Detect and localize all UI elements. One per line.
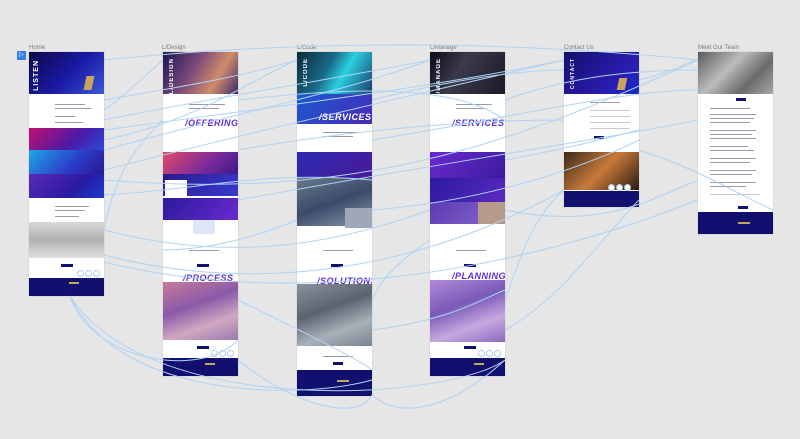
code-services-heading: /SERVICES [319, 112, 372, 122]
prototype-link [504, 199, 640, 331]
prototype-link [371, 239, 431, 301]
frame-label-manage[interactable]: L/Manage [430, 45, 457, 51]
home-footer [29, 278, 104, 296]
frame-label-team[interactable]: Meet Our Team [698, 45, 740, 51]
logo-mark-icon [83, 76, 95, 90]
artboard-home[interactable]: LISTEN [29, 52, 104, 296]
frame-label-contact[interactable]: Contact Us [564, 45, 594, 51]
home-cta-button[interactable] [61, 264, 73, 267]
frame-label-home[interactable]: Home [29, 45, 46, 51]
manage-hero-title: L/MANAGE [436, 58, 442, 98]
prototype-link [103, 59, 164, 111]
artboard-contact[interactable]: CONTACT [564, 52, 639, 207]
design-process-image [163, 282, 238, 340]
home-image-band [29, 222, 104, 258]
home-hero-title: LISTEN [33, 60, 40, 91]
manage-hero: L/MANAGE [430, 52, 505, 98]
artboard-design[interactable]: L/DESIGN /OFFERING /PROCESS [163, 52, 238, 376]
artboard-manage[interactable]: L/MANAGE /SERVICES /PLANNING [430, 52, 505, 376]
contact-hero-title: CONTACT [570, 58, 576, 90]
frame-label-code[interactable]: L/Code [297, 45, 317, 51]
artboard-team[interactable] [698, 52, 773, 234]
home-hero: LISTEN [29, 52, 104, 94]
design-hero-title: L/DESIGN [169, 58, 175, 95]
home-section-code [29, 150, 104, 174]
contact-submit-button[interactable] [594, 136, 604, 139]
design-hero: L/DESIGN [163, 52, 238, 94]
prototype-link [103, 119, 164, 231]
prototype-link [103, 209, 431, 248]
prototype-link [638, 59, 699, 81]
home-section-manage [29, 174, 104, 198]
contact-hero: CONTACT [564, 52, 639, 94]
prototype-link [103, 59, 431, 121]
prototype-link [237, 119, 565, 151]
manage-services-heading: /SERVICES [452, 118, 505, 128]
home-section-design [29, 128, 104, 150]
prototype-link [103, 59, 431, 151]
code-hero: L/CODE [297, 52, 372, 94]
artboard-code[interactable]: L/CODE /SERVICES /SOLUTIONS [297, 52, 372, 396]
prototype-link [504, 189, 565, 301]
design-offering-heading: /OFFERING [185, 118, 238, 128]
code-hero-title: L/CODE [303, 58, 309, 87]
frame-label-design[interactable]: L/Design [162, 45, 186, 51]
flow-start-icon[interactable]: ▷ [17, 51, 26, 60]
team-hero [698, 52, 773, 94]
prototype-link [371, 89, 699, 141]
